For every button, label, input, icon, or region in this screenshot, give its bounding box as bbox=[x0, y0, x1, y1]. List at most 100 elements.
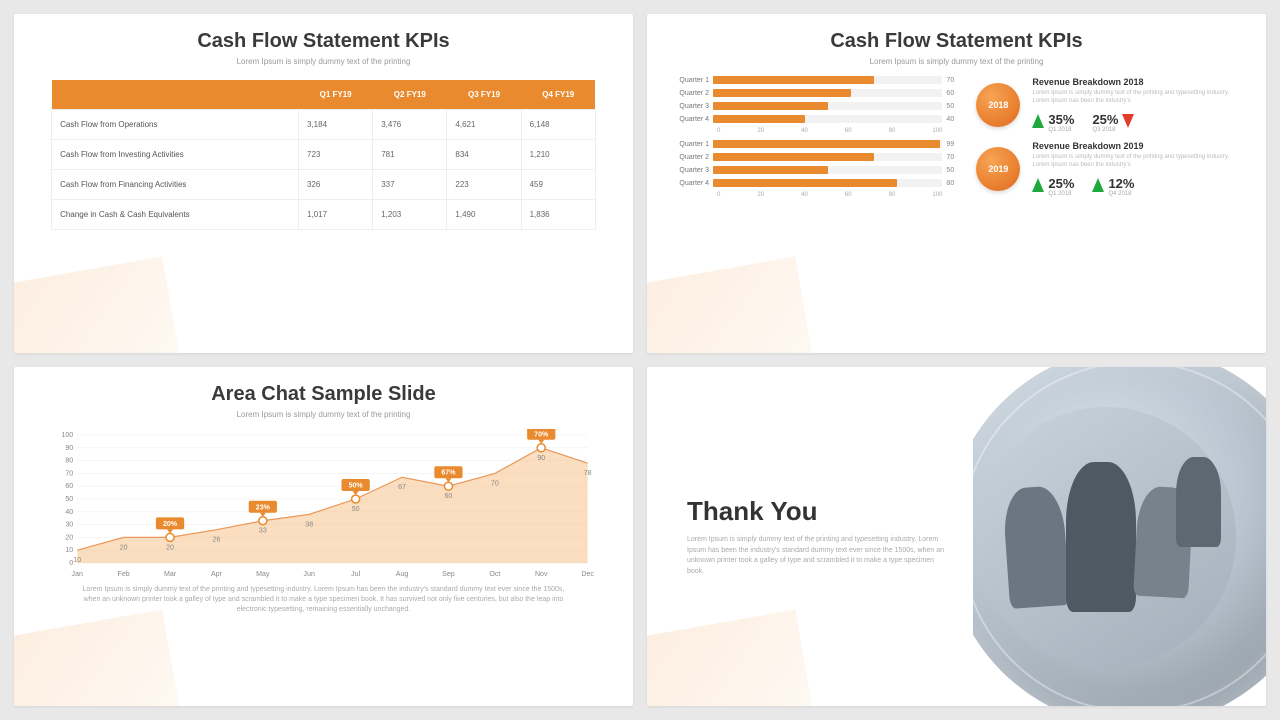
year-badge: 2019 bbox=[976, 147, 1020, 191]
stat-label: Q1 2018 bbox=[1048, 191, 1074, 197]
svg-text:Sep: Sep bbox=[442, 571, 455, 578]
stat: 35%Q1 2018 bbox=[1032, 112, 1074, 133]
svg-text:70: 70 bbox=[491, 480, 499, 487]
stat-label: Q1 2018 bbox=[1048, 127, 1074, 133]
svg-text:Jul: Jul bbox=[351, 571, 360, 578]
bar-chart: Quarter 170Quarter 260Quarter 350Quarter… bbox=[671, 76, 964, 134]
table-cell: Cash Flow from Financing Activities bbox=[52, 170, 299, 200]
svg-text:50: 50 bbox=[65, 496, 73, 503]
svg-text:Feb: Feb bbox=[118, 571, 130, 578]
svg-text:30: 30 bbox=[65, 522, 73, 529]
table-cell: 6,148 bbox=[521, 110, 595, 140]
bar-label: Quarter 4 bbox=[671, 180, 713, 187]
stat-pct: 25% bbox=[1092, 112, 1118, 127]
bar-value: 99 bbox=[946, 141, 964, 148]
bar-row: Quarter 3 50 bbox=[671, 102, 964, 110]
bar-value: 50 bbox=[946, 167, 964, 174]
svg-text:20: 20 bbox=[120, 544, 128, 551]
arrow-up-icon bbox=[1032, 178, 1044, 192]
table-row: Cash Flow from Financing Activities32633… bbox=[52, 170, 596, 200]
table-cell: 1,017 bbox=[299, 200, 373, 230]
table-cell: 326 bbox=[299, 170, 373, 200]
table-cell: Cash Flow from Operations bbox=[52, 110, 299, 140]
table-cell: 1,836 bbox=[521, 200, 595, 230]
bar-value: 70 bbox=[946, 77, 964, 84]
revenue-breakdown: Revenue Breakdown 2018 Lorem Ipsum is sim… bbox=[1032, 77, 1242, 133]
svg-text:Oct: Oct bbox=[490, 571, 501, 578]
slide-2-bar-breakdown: Cash Flow Statement KPIs Lorem Ipsum is … bbox=[647, 14, 1266, 353]
svg-text:Dec: Dec bbox=[582, 571, 595, 578]
svg-text:Aug: Aug bbox=[396, 571, 409, 578]
table-header: Q1 FY19 bbox=[299, 80, 373, 110]
slide-4-thank-you: Thank You Lorem Ipsum is simply dummy te… bbox=[647, 367, 1266, 706]
bar-value: 50 bbox=[946, 103, 964, 110]
svg-text:67: 67 bbox=[398, 484, 406, 491]
svg-text:40: 40 bbox=[65, 509, 73, 516]
svg-text:90: 90 bbox=[65, 445, 73, 452]
bar-value: 70 bbox=[946, 154, 964, 161]
slide2-title: Cash Flow Statement KPIs bbox=[647, 30, 1266, 53]
arrow-down-icon bbox=[1122, 114, 1134, 128]
bar-chart: Quarter 199Quarter 270Quarter 350Quarter… bbox=[671, 140, 964, 198]
stat-label: Q4 2018 bbox=[1108, 191, 1134, 197]
table-cell: 459 bbox=[521, 170, 595, 200]
breakdown-title: Revenue Breakdown 2019 bbox=[1032, 141, 1242, 151]
table-cell: 781 bbox=[373, 140, 447, 170]
slide3-title: Area Chat Sample Slide bbox=[14, 383, 633, 406]
svg-text:26: 26 bbox=[213, 537, 221, 544]
svg-text:100: 100 bbox=[62, 432, 74, 439]
svg-text:23%: 23% bbox=[256, 504, 271, 511]
svg-text:10: 10 bbox=[65, 547, 73, 554]
svg-text:May: May bbox=[256, 571, 270, 578]
bar-label: Quarter 2 bbox=[671, 90, 713, 97]
stat: 25%Q3 2018 bbox=[1092, 112, 1134, 133]
bar-row: Quarter 440 bbox=[671, 115, 964, 123]
svg-text:Jan: Jan bbox=[72, 571, 83, 578]
svg-text:Apr: Apr bbox=[211, 571, 223, 578]
stat-pct: 35% bbox=[1048, 112, 1074, 127]
arrow-up-icon bbox=[1032, 114, 1044, 128]
svg-text:Nov: Nov bbox=[535, 571, 548, 578]
stat: 25%Q1 2018 bbox=[1032, 176, 1074, 197]
slide1-subtitle: Lorem Ipsum is simply dummy text of the … bbox=[14, 57, 633, 66]
revenue-breakdown: Revenue Breakdown 2019 Lorem Ipsum is sim… bbox=[1032, 141, 1242, 197]
stat-pct: 25% bbox=[1048, 176, 1074, 191]
table-cell: Cash Flow from Investing Activities bbox=[52, 140, 299, 170]
table-cell: 1,490 bbox=[447, 200, 521, 230]
svg-text:10: 10 bbox=[73, 557, 81, 564]
bar-label: Quarter 4 bbox=[671, 116, 713, 123]
bar-row: Quarter 260 bbox=[671, 89, 964, 97]
svg-text:80: 80 bbox=[65, 458, 73, 465]
bar-row: Quarter 350 bbox=[671, 166, 964, 174]
svg-text:78: 78 bbox=[584, 470, 592, 477]
slide3-subtitle: Lorem Ipsum is simply dummy text of the … bbox=[14, 410, 633, 419]
slide-1-kpi-table: Cash Flow Statement KPIs Lorem Ipsum is … bbox=[14, 14, 633, 353]
breakdown-title: Revenue Breakdown 2018 bbox=[1032, 77, 1242, 87]
bar-value: 80 bbox=[946, 180, 964, 187]
breakdown-desc: Lorem Ipsum is simply dummy text of the … bbox=[1032, 90, 1242, 106]
table-cell: 723 bbox=[299, 140, 373, 170]
svg-text:20%: 20% bbox=[163, 521, 178, 528]
year-badge: 2018 bbox=[976, 83, 1020, 127]
bar-label: Quarter 2 bbox=[671, 154, 713, 161]
svg-text:70: 70 bbox=[65, 470, 73, 477]
slide4-desc: Lorem Ipsum is simply dummy text of the … bbox=[687, 535, 947, 577]
bar-label: Quarter 3 bbox=[671, 103, 713, 110]
table-row: Cash Flow from Investing Activities72378… bbox=[52, 140, 596, 170]
svg-text:90: 90 bbox=[537, 455, 545, 462]
svg-text:60: 60 bbox=[445, 493, 453, 500]
table-header: Q2 FY19 bbox=[373, 80, 447, 110]
svg-text:50: 50 bbox=[352, 506, 360, 513]
bar-label: Quarter 1 bbox=[671, 77, 713, 84]
area-chart: 0102030405060708090100JanFebMarAprMayJun… bbox=[51, 429, 596, 579]
thank-you-image bbox=[973, 367, 1266, 706]
table-cell: 3,476 bbox=[373, 110, 447, 140]
svg-text:50%: 50% bbox=[349, 483, 364, 490]
breakdown-desc: Lorem Ipsum is simply dummy text of the … bbox=[1032, 154, 1242, 170]
svg-text:70%: 70% bbox=[534, 431, 549, 438]
stat-pct: 12% bbox=[1108, 176, 1134, 191]
svg-text:Jun: Jun bbox=[304, 571, 315, 578]
slide-3-area-chart: Area Chat Sample Slide Lorem Ipsum is si… bbox=[14, 367, 633, 706]
bar-row: Quarter 1 70 bbox=[671, 76, 964, 84]
stat-label: Q3 2018 bbox=[1092, 127, 1118, 133]
